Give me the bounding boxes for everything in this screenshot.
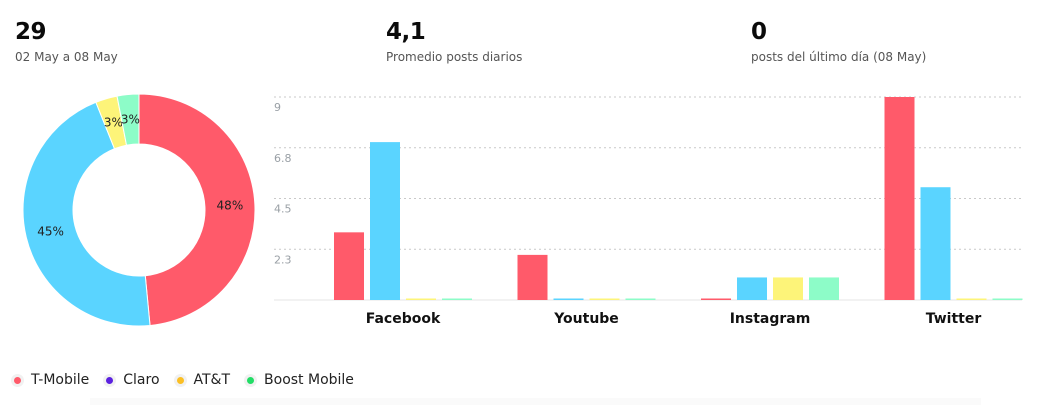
donut-slice-t-mobile[interactable] [138,93,256,327]
footer-divider [90,398,981,405]
bar-youtube-t-mobile[interactable] [517,254,548,300]
donut-label: 3% [104,116,123,130]
bar-facebook-t-mobile[interactable] [334,232,364,300]
bar-twitter-boost-mobile[interactable] [992,298,1023,301]
bar-facebook-at-t[interactable] [406,298,436,301]
donut-label: 3% [121,112,140,126]
bar-instagram-claro[interactable] [737,277,767,300]
legend-dot [14,376,21,384]
bar-youtube-at-t[interactable] [589,298,620,301]
donut-chart: 48% 45% 3%3% [22,93,256,327]
bar-facebook-boost-mobile[interactable] [442,298,472,301]
donut-label: 48% [217,199,244,213]
x-tick-label: Youtube [553,311,619,327]
legend-dot [106,376,114,384]
stat-last-day-posts: 0 posts del último día (08 May) [751,18,926,64]
legend-item-att[interactable]: AT&T [176,372,231,388]
bar-facebook-claro[interactable] [370,142,400,300]
legend-item-boost-mobile[interactable]: Boost Mobile [247,372,354,388]
legend-dot [247,376,255,384]
bar-instagram-boost-mobile[interactable] [809,277,839,300]
bar-instagram-at-t[interactable] [773,277,803,300]
legend-label: Claro [123,372,160,388]
bar-instagram-t-mobile[interactable] [701,298,731,301]
bar-twitter-t-mobile[interactable] [884,97,915,300]
bar-youtube-boost-mobile[interactable] [625,298,656,301]
y-tick-label: 9 [274,101,281,114]
stat-value: 29 [15,19,47,45]
stat-label: posts del último día (08 May) [751,50,927,64]
y-tick-label: 2.3 [274,253,292,266]
y-tick-label: 4.5 [274,203,292,216]
donut-slice-claro[interactable] [22,101,151,327]
y-tick-label: 6.8 [274,152,292,165]
legend-dot [176,376,184,384]
x-tick-label: Twitter [926,311,982,327]
legend: T-Mobile Claro AT&T Boost Mobile [14,372,371,388]
x-tick-label: Facebook [366,311,441,327]
legend-label: Boost Mobile [264,372,354,388]
donut-slice-boost-mobile[interactable] [116,93,140,146]
legend-label: AT&T [193,372,231,388]
legend-item-claro[interactable]: Claro [106,372,160,388]
bar-twitter-claro[interactable] [920,187,951,300]
donut-label: 45% [37,224,64,238]
legend-label: T-Mobile [31,372,90,388]
legend-item-t-mobile[interactable]: T-Mobile [14,372,89,388]
stat-label: Promedio posts diarios [386,50,523,64]
bar-youtube-claro[interactable] [553,298,584,301]
stat-value: 0 [751,19,767,45]
bar-twitter-at-t[interactable] [956,298,987,301]
stat-daily-average: 4,1 Promedio posts diarios [386,18,522,64]
x-tick-label: Instagram [730,311,811,327]
stat-label: 02 May a 08 May [15,50,118,64]
bar-chart: 2.3 4.5 6.8 9 Facebook Youtube Instagram Twitte… [274,96,1023,327]
stat-total-posts: 29 02 May a 08 May [15,18,118,64]
stat-value: 4,1 [386,19,426,45]
